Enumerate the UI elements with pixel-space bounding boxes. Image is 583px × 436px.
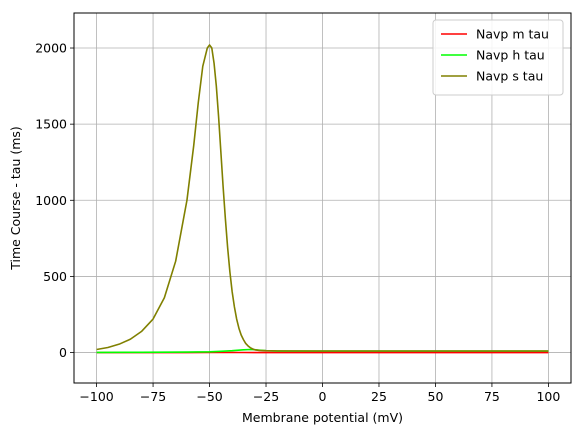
series-line-navp-s-tau [96,44,549,352]
y-tick-label: 500 [43,269,67,284]
legend-label: Navp h tau [476,48,545,63]
y-tick-label: 1500 [35,117,67,132]
x-tick-label: 0 [319,389,327,404]
x-tick-label: 100 [536,389,560,404]
legend-label: Navp s tau [476,69,543,84]
x-axis-label: Membrane potential (mV) [242,410,403,425]
y-tick-label: 2000 [35,41,67,56]
series-lines [96,44,549,354]
x-axis-ticks: −100 −75 −50 −25 0 25 50 75 100 [79,383,560,404]
y-tick-label: 1000 [35,193,67,208]
x-tick-label: 50 [428,389,444,404]
x-tick-label: −100 [79,389,113,404]
y-axis-label: Time Course - tau (ms) [8,126,23,271]
x-tick-label: −50 [196,389,222,404]
x-tick-label: 75 [484,389,500,404]
y-tick-label: 0 [59,345,67,360]
legend-label: Navp m tau [476,27,549,42]
x-tick-label: 25 [371,389,387,404]
legend: Navp m tau Navp h tau Navp s tau [432,19,564,96]
y-axis-ticks: 0 500 1000 1500 2000 [35,41,74,360]
x-tick-label: −25 [253,389,279,404]
x-tick-label: −75 [140,389,166,404]
